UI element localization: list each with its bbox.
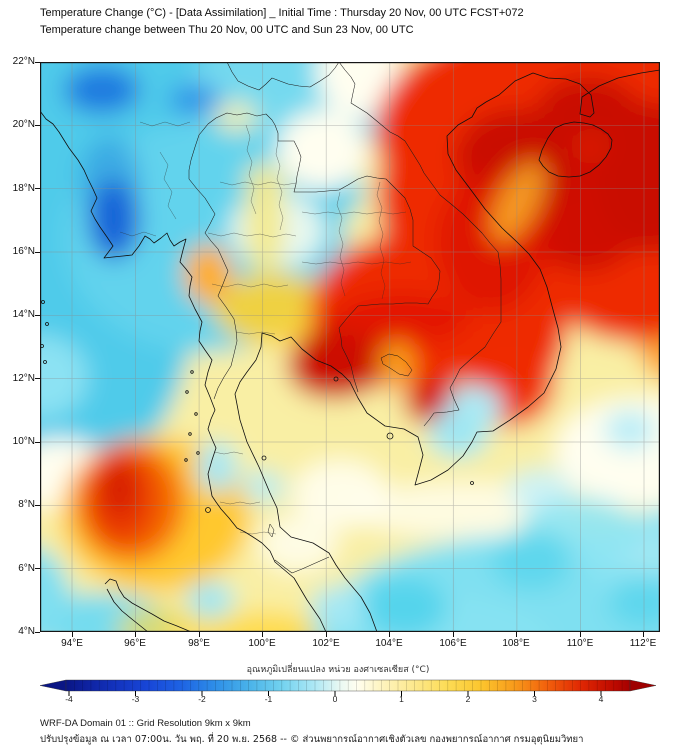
y-axis-label: 14°N [12, 309, 35, 320]
colorbar-tick-label: 3 [532, 694, 537, 704]
y-tick-mark [35, 442, 40, 443]
x-axis-label: 108°E [502, 638, 530, 649]
colorbar-tick-label: -2 [198, 694, 206, 704]
colorbar-label: อุณหภูมิเปลี่ยนแปลง หน่วย องศาเซลเซียส (… [246, 665, 430, 675]
x-tick-mark [262, 632, 263, 637]
colorbar-tick-label: 2 [465, 694, 471, 704]
y-axis-label: 6°N [18, 563, 35, 574]
y-axis-label: 12°N [12, 373, 35, 384]
x-tick-mark [516, 632, 517, 637]
map-plot-area [40, 62, 660, 632]
y-tick-mark [35, 568, 40, 569]
x-tick-mark [643, 632, 644, 637]
colorbar-major-ticks [68, 691, 602, 696]
x-tick-mark [389, 632, 390, 637]
colorbar [39, 679, 657, 696]
colorbar-left-arrow [39, 679, 67, 692]
y-tick-mark [35, 505, 40, 506]
colorbar-right-arrow [629, 679, 657, 692]
y-tick-mark [35, 125, 40, 126]
x-tick-mark [199, 632, 200, 637]
y-axis-label: 8°N [18, 499, 35, 510]
footer-line-1: WRF-DA Domain 01 :: Grid Resolution 9km … [40, 718, 251, 729]
y-axis-label: 4°N [18, 626, 35, 637]
x-axis-label: 98°E [188, 638, 210, 649]
title-line-1: Temperature Change (°C) - [Data Assimila… [40, 7, 524, 19]
y-axis-label: 22°N [12, 56, 35, 67]
x-axis-label: 104°E [375, 638, 403, 649]
y-axis-label: 20°N [12, 119, 35, 130]
y-tick-mark [35, 62, 40, 63]
x-tick-mark [326, 632, 327, 637]
y-tick-mark [35, 252, 40, 253]
country-borders [188, 62, 502, 574]
y-tick-mark [35, 315, 40, 316]
x-tick-mark [580, 632, 581, 637]
y-axis-label: 10°N [12, 436, 35, 447]
map-svg [40, 62, 660, 632]
colorbar-tick-label: 0 [332, 694, 338, 704]
grid-lines [40, 62, 660, 632]
plot-border [40, 62, 660, 632]
colorbar-tick-label: 1 [399, 694, 404, 704]
x-axis-label: 96°E [124, 638, 146, 649]
x-tick-mark [72, 632, 73, 637]
province-borders [119, 121, 412, 535]
y-axis-label: 18°N [12, 183, 35, 194]
y-axis-label: 16°N [12, 246, 35, 257]
footer-line-2: ปรับปรุงข้อมูล ณ เวลา 07:00น. วัน พฤ. ที… [40, 734, 584, 745]
x-tick-mark [135, 632, 136, 637]
colorbar-tick-label: -1 [264, 694, 273, 704]
x-axis-label: 94°E [61, 638, 83, 649]
temperature-field [40, 62, 660, 632]
x-axis-label: 106°E [439, 638, 467, 649]
x-axis-label: 112°E [629, 638, 657, 649]
x-axis-label: 100°E [248, 638, 276, 649]
x-tick-mark [453, 632, 454, 637]
colorbar-tick-label: -3 [131, 694, 140, 704]
title-line-2: Temperature change between Thu 20 Nov, 0… [40, 24, 414, 36]
y-tick-mark [35, 188, 40, 189]
colorbar-tick-label: -4 [65, 694, 73, 704]
y-tick-mark [35, 632, 40, 633]
coastlines [40, 69, 660, 632]
x-axis-label: 102°E [312, 638, 340, 649]
x-axis-label: 110°E [566, 638, 594, 649]
colorbar-tick-label: 4 [598, 694, 604, 704]
colorbar-segment-lines [73, 680, 623, 691]
y-tick-mark [35, 378, 40, 379]
